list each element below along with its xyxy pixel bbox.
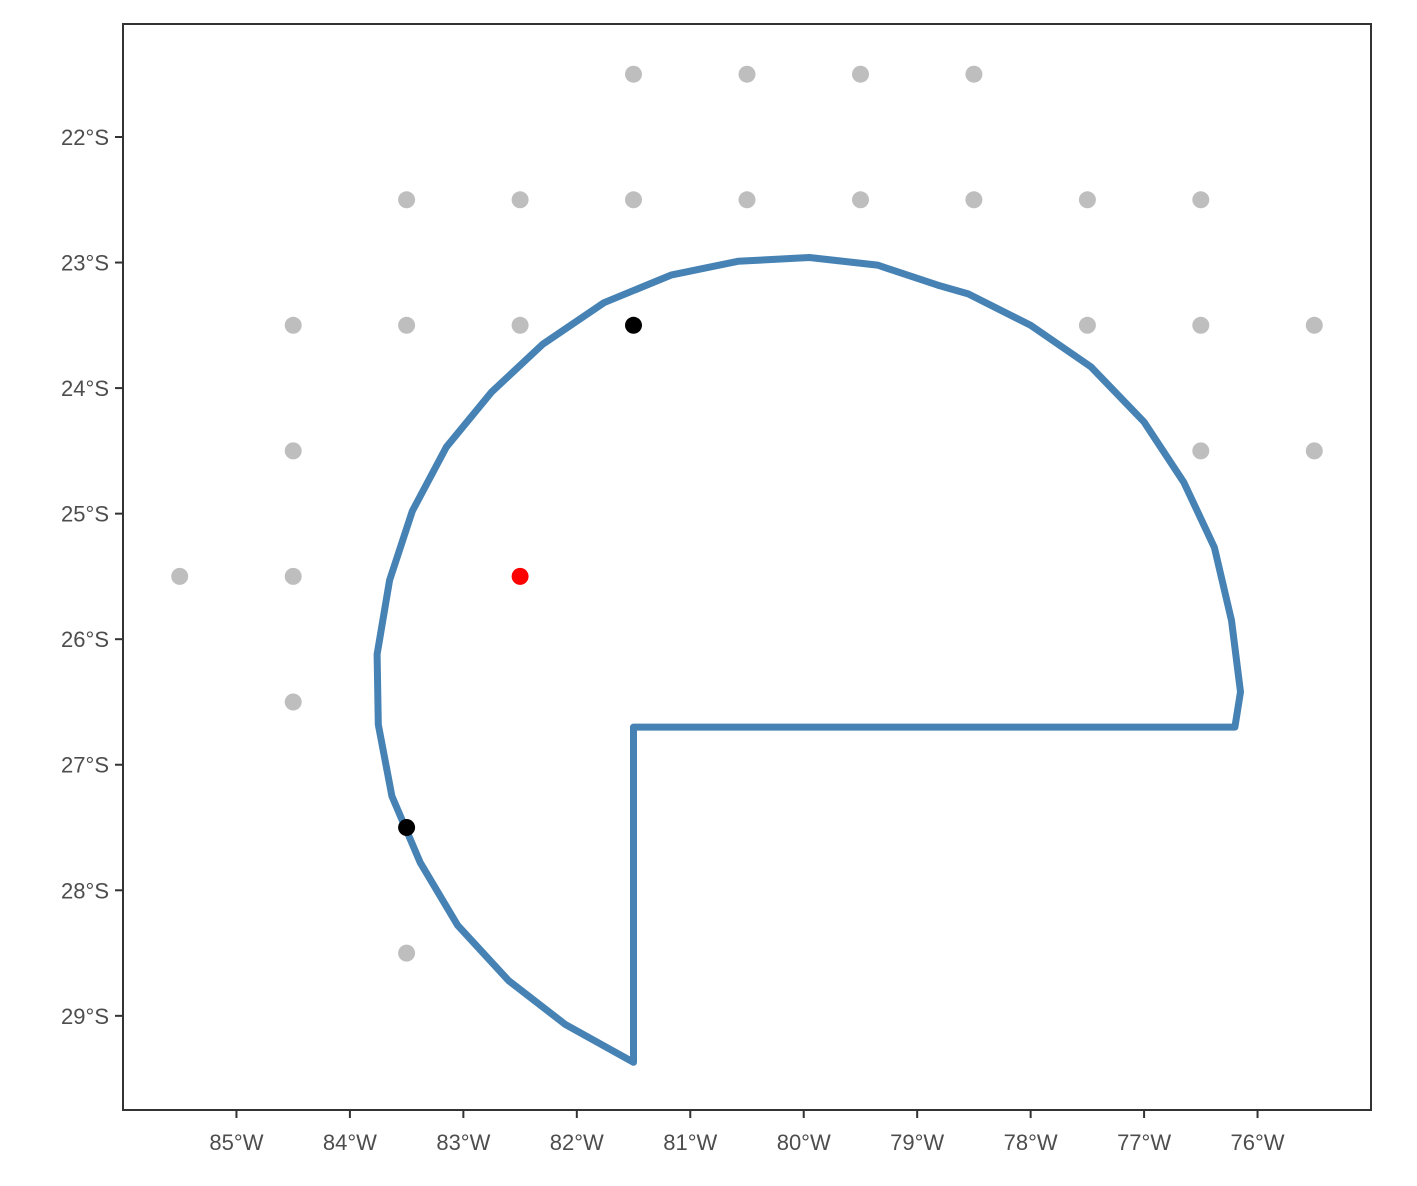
y-tick-label-1: 23°S — [61, 251, 109, 276]
point-series0-20 — [1305, 442, 1323, 460]
point-series0-7 — [738, 191, 756, 209]
y-tick-label-7: 29°S — [61, 1004, 109, 1029]
x-tick-label-3: 82°W — [550, 1130, 604, 1155]
x-tick-label-9: 76°W — [1231, 1130, 1285, 1155]
point-series0-1 — [738, 65, 756, 83]
point-series0-5 — [511, 191, 529, 209]
y-tick-label-4: 26°S — [61, 627, 109, 652]
point-series0-19 — [1192, 442, 1210, 460]
point-series0-10 — [1078, 191, 1096, 209]
points-layer — [171, 65, 1323, 962]
point-series0-13 — [398, 316, 416, 334]
point-series0-23 — [284, 693, 302, 711]
point-series0-24 — [398, 944, 416, 962]
point-series0-12 — [284, 316, 302, 334]
point-series0-18 — [284, 442, 302, 460]
y-tick-label-3: 25°S — [61, 502, 109, 527]
x-tick-label-8: 77°W — [1117, 1130, 1171, 1155]
x-tick-label-6: 79°W — [890, 1130, 944, 1155]
point-series0-14 — [511, 316, 529, 334]
point-series0-3 — [965, 65, 983, 83]
polygon-outline — [373, 254, 1244, 1066]
x-tick-label-1: 84°W — [323, 1130, 377, 1155]
y-tick-label-2: 24°S — [61, 376, 109, 401]
y-tick-label-0: 22°S — [61, 125, 109, 150]
point-series0-17 — [1305, 316, 1323, 334]
x-tick-label-5: 80°W — [777, 1130, 831, 1155]
point-series0-4 — [398, 191, 416, 209]
point-series0-0 — [625, 65, 642, 83]
x-tick-label-0: 85°W — [209, 1130, 263, 1155]
x-tick-label-7: 78°W — [1004, 1130, 1058, 1155]
point-series2-0 — [511, 567, 529, 585]
x-tick-label-4: 81°W — [663, 1130, 717, 1155]
y-tick-label-5: 27°S — [61, 753, 109, 778]
point-series0-2 — [852, 65, 869, 83]
point-series0-15 — [1078, 316, 1096, 334]
x-tick-label-2: 83°W — [436, 1130, 490, 1155]
panel-border — [122, 23, 1372, 1111]
point-series1-1 — [398, 819, 416, 836]
point-series0-9 — [965, 191, 983, 209]
point-series1-0 — [625, 316, 642, 334]
y-axis: 22°S 23°S 24°S 25°S 26°S 27°S 28°S 29°S — [61, 125, 123, 1029]
point-series0-6 — [625, 191, 642, 209]
point-series0-22 — [284, 567, 302, 585]
polygon-layer — [373, 254, 1244, 1066]
point-series0-16 — [1192, 316, 1210, 334]
point-series0-21 — [171, 567, 189, 585]
x-axis: 85°W 84°W 83°W 82°W 81°W 80°W 79°W 78°W 77°W 76°W — [209, 1110, 1285, 1155]
point-series0-8 — [852, 191, 869, 209]
y-tick-label-6: 28°S — [61, 878, 109, 903]
point-series0-11 — [1192, 191, 1210, 209]
